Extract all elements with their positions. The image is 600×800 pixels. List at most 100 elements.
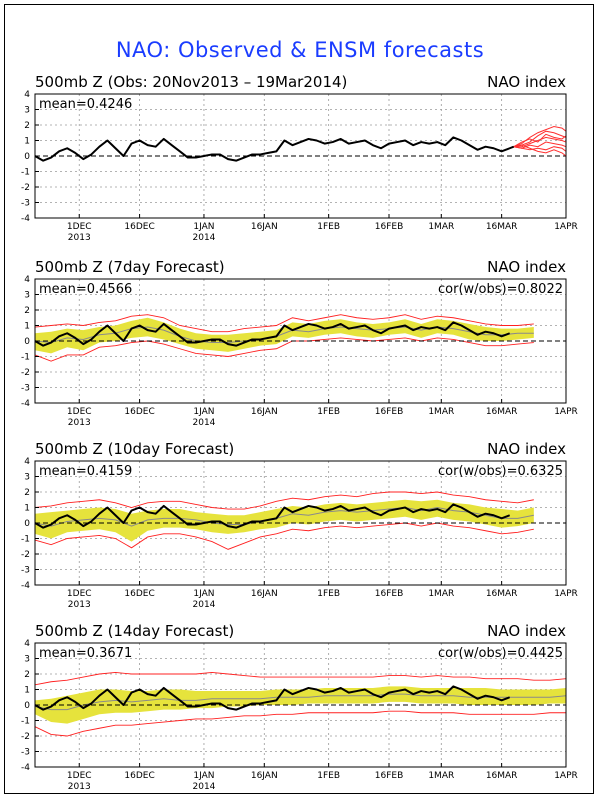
x-tick-label: 1JAN [193, 407, 214, 417]
x-tick-year-label: 2014 [193, 233, 216, 243]
x-tick-label: 1MAR [428, 589, 454, 599]
ensemble-mean-line [34, 506, 534, 527]
ensemble-upper-bound-line [34, 314, 534, 333]
x-tick-label: 16MAR [486, 407, 518, 417]
y-tick-label: 0 [24, 337, 30, 347]
x-tick-label: 16DEC [124, 407, 154, 417]
x-tick-year-label: 2013 [68, 418, 91, 428]
x-tick-label: 1MAR [428, 222, 454, 232]
x-tick-label: 1MAR [428, 407, 454, 417]
x-tick-label: 1JAN [193, 589, 214, 599]
y-tick-label: -1 [21, 168, 30, 178]
ensemble-mean-line [34, 326, 534, 344]
y-tick-label: 2 [24, 670, 30, 680]
x-tick-label: 1APR [554, 407, 578, 417]
observed-nao-line [34, 503, 511, 529]
x-tick-label: 1JAN [193, 771, 214, 781]
y-tick-label: 1 [24, 686, 30, 696]
panel-title: 500mb Z (Obs: 20Nov2013 – 19Mar2014) [35, 73, 347, 91]
y-tick-label: 4 [24, 275, 30, 285]
x-tick-label: 16FEB [375, 771, 404, 781]
y-tick-label: -1 [21, 353, 30, 363]
y-tick-label: 2 [24, 488, 30, 498]
panel-title: 500mb Z (7day Forecast) [35, 258, 225, 276]
y-tick-label: 4 [24, 639, 30, 649]
y-tick-label: 2 [24, 121, 30, 131]
panel-index-label: NAO index [487, 258, 566, 276]
x-tick-label: 16JAN [251, 771, 278, 781]
x-tick-label: 1APR [554, 771, 578, 781]
y-tick-label: 2 [24, 306, 30, 316]
x-tick-year-label: 2013 [68, 600, 91, 610]
y-tick-label: -4 [21, 399, 30, 409]
x-tick-label: 16FEB [375, 222, 404, 232]
panel-title: 500mb Z (10day Forecast) [35, 440, 234, 458]
x-tick-label: 16FEB [375, 589, 404, 599]
y-tick-label: -3 [21, 566, 30, 576]
x-tick-label: 1APR [554, 222, 578, 232]
x-tick-label: 16FEB [375, 407, 404, 417]
y-tick-label: -2 [21, 368, 30, 378]
panel-title: 500mb Z (14day Forecast) [35, 622, 234, 640]
nao-panel-1: 500mb Z (Obs: 20Nov2013 – 19Mar2014) NAO … [21, 73, 578, 243]
forecast-member-line [513, 130, 567, 148]
x-tick-label: 16MAR [486, 222, 518, 232]
correlation-stat: cor(w/obs)=0.6325 [438, 464, 563, 479]
y-tick-label: 1 [24, 322, 30, 332]
x-tick-label: 1APR [554, 589, 578, 599]
x-tick-label: 1FEB [317, 222, 340, 232]
y-tick-label: 4 [24, 457, 30, 467]
panel-index-label: NAO index [487, 73, 566, 91]
ensemble-lower-bound-line [34, 337, 534, 362]
x-tick-label: 16JAN [251, 589, 278, 599]
observed-nao-line [34, 685, 511, 711]
x-tick-label: 16MAR [486, 589, 518, 599]
ensemble-lower-bound-line [34, 710, 566, 737]
nao-panel-3: 500mb Z (10day Forecast) NAO index mean=0.… [21, 440, 578, 610]
y-tick-label: -3 [21, 748, 30, 758]
mean-stat: mean=0.3671 [39, 646, 132, 661]
x-tick-label: 1DEC [67, 407, 92, 417]
x-tick-year-label: 2014 [193, 418, 216, 428]
x-tick-label: 1JAN [193, 222, 214, 232]
panel-index-label: NAO index [487, 440, 566, 458]
correlation-stat: cor(w/obs)=0.8022 [438, 282, 563, 297]
y-tick-label: -1 [21, 535, 30, 545]
ensemble-upper-bound-line [34, 671, 567, 686]
x-tick-label: 1DEC [67, 589, 92, 599]
ensemble-upper-bound-line [34, 491, 534, 510]
y-tick-label: 3 [24, 655, 30, 665]
x-tick-label: 1FEB [317, 771, 340, 781]
observed-nao-line [34, 136, 515, 162]
forecast-member-line [513, 133, 567, 148]
x-tick-year-label: 2014 [193, 600, 216, 610]
y-tick-label: -3 [21, 199, 30, 209]
y-tick-label: -2 [21, 550, 30, 560]
x-tick-label: 16JAN [251, 407, 278, 417]
y-tick-label: 4 [24, 90, 30, 100]
ensemble-mean-line [34, 693, 567, 711]
y-tick-label: 1 [24, 137, 30, 147]
x-tick-label: 1FEB [317, 589, 340, 599]
y-tick-label: 0 [24, 152, 30, 162]
correlation-stat: cor(w/obs)=0.4425 [438, 646, 563, 661]
y-tick-label: -2 [21, 183, 30, 193]
y-tick-label: 3 [24, 106, 30, 116]
panel-index-label: NAO index [487, 622, 566, 640]
x-tick-label: 16DEC [124, 222, 154, 232]
y-tick-label: -1 [21, 717, 30, 727]
page-title: NAO: Observed & ENSM forecasts [115, 38, 485, 62]
y-tick-label: -4 [21, 763, 30, 773]
mean-stat: mean=0.4246 [39, 97, 132, 112]
nao-panel-2: 500mb Z (7day Forecast) NAO index mean=0.4… [21, 258, 578, 428]
y-tick-label: 0 [24, 519, 30, 529]
ensemble-lower-bound-line [34, 522, 534, 550]
observed-nao-line [34, 321, 511, 347]
mean-stat: mean=0.4566 [39, 282, 132, 297]
y-tick-label: -3 [21, 384, 30, 394]
x-tick-label: 16DEC [124, 589, 154, 599]
x-tick-label: 1MAR [428, 771, 454, 781]
y-tick-label: 1 [24, 504, 30, 514]
x-tick-label: 16JAN [251, 222, 278, 232]
